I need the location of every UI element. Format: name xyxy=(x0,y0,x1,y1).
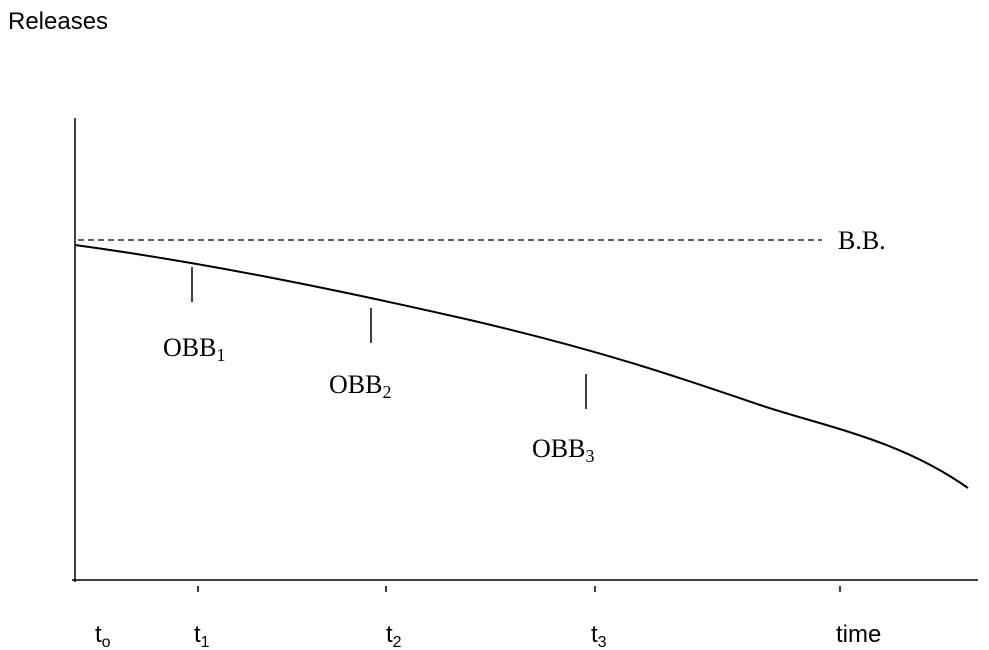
release-curve xyxy=(74,244,969,489)
obb-label-2: OBB2 xyxy=(329,370,391,402)
x-tick-label-t1: t1 xyxy=(194,621,210,650)
obb-label-1: OBB1 xyxy=(163,333,225,365)
obb-label-3: OBB3 xyxy=(532,434,594,466)
baseline-label: B.B. xyxy=(838,226,886,255)
x-tick-label-t3: t3 xyxy=(591,621,607,650)
y-axis-label: Releases xyxy=(8,8,109,35)
x-tick-label-t0: to xyxy=(95,621,111,650)
x-tick-label-t2: t2 xyxy=(386,621,402,650)
x-tick-label-time: time xyxy=(836,621,881,648)
